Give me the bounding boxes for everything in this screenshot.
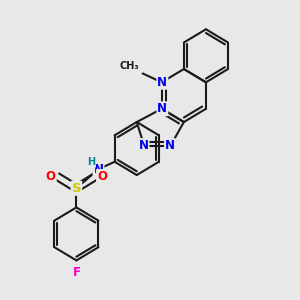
Text: CH₃: CH₃ [119, 61, 139, 71]
Text: O: O [46, 170, 56, 183]
Text: N: N [139, 139, 148, 152]
Text: N: N [94, 163, 103, 176]
Text: N: N [158, 76, 167, 89]
Text: F: F [72, 266, 80, 279]
Text: O: O [97, 170, 107, 183]
Text: H: H [87, 157, 95, 167]
Text: N: N [158, 102, 167, 115]
Text: S: S [72, 182, 81, 195]
Text: N: N [165, 139, 175, 152]
